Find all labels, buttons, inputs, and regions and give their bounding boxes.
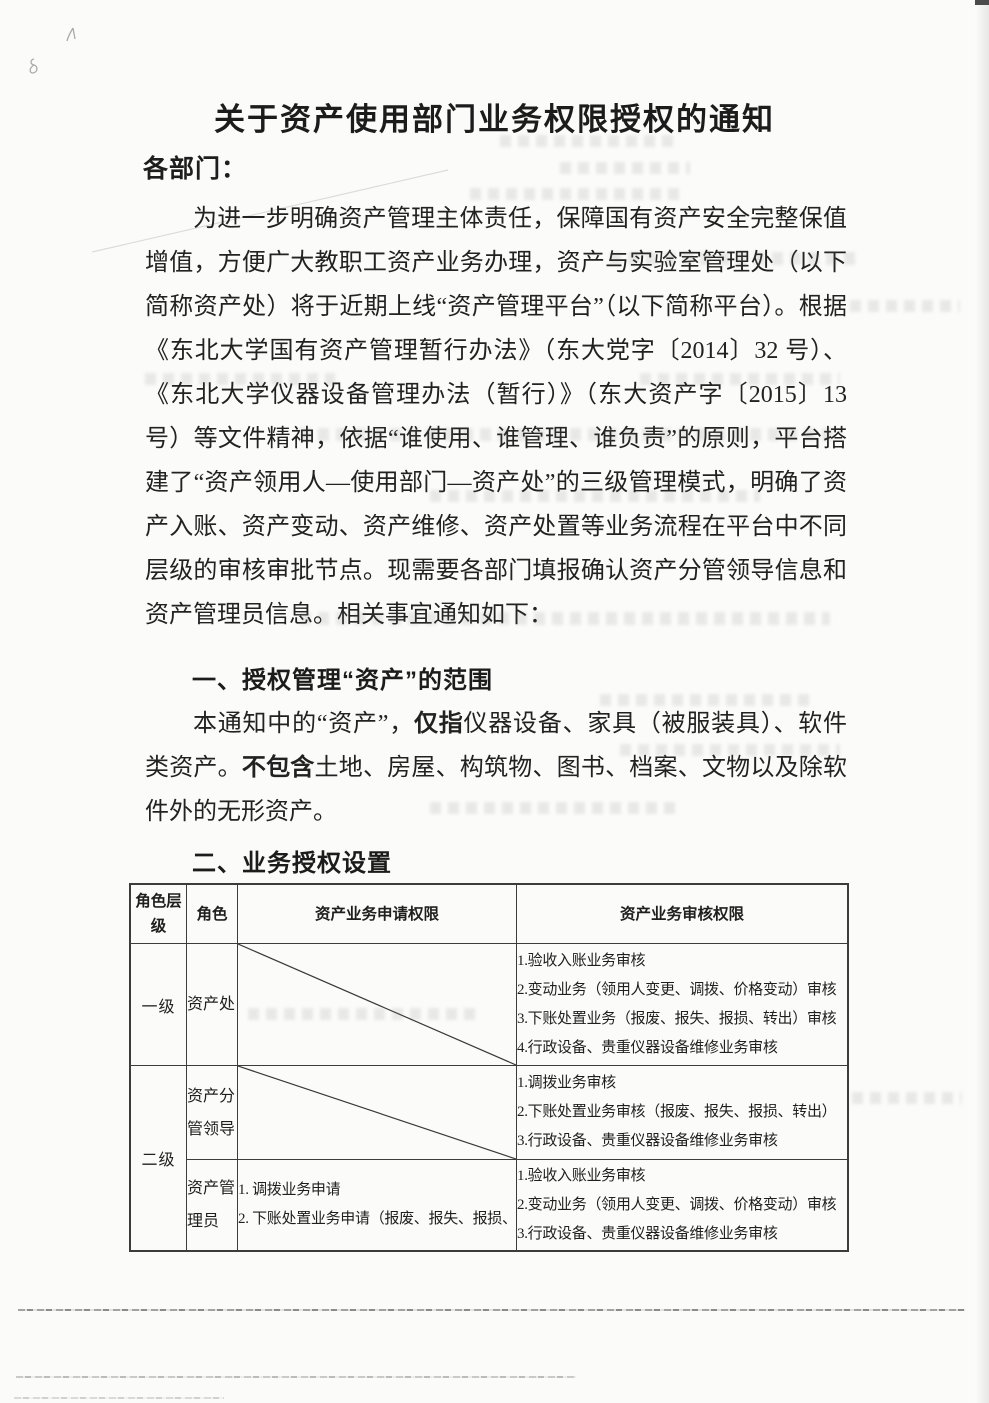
level-cell: 二级: [129, 1065, 187, 1252]
scan-fold-line: [14, 1397, 224, 1399]
scan-artifact: [560, 162, 690, 174]
diagonal-strike-line: [238, 944, 516, 1065]
column-header-review-permission: 资产业务审核权限: [516, 883, 849, 944]
role-cell: 资产处: [186, 943, 238, 1066]
page-title: 关于资产使用部门业务权限授权的通知: [214, 102, 775, 137]
column-header-role-level: 角色层级: [129, 883, 187, 944]
salutation: 各部门：: [143, 155, 248, 183]
level-cell: 一级: [129, 943, 187, 1066]
table-row: 一级 资产处 1.验收入账业务审核 2.变动业务（领用人变更、调拨、价格变动）审核…: [129, 943, 849, 1066]
section2-heading: 二、业务授权设置: [192, 850, 392, 877]
pen-mark-icon: [29, 58, 38, 74]
table-header-row: 角色层级 角色 资产业务申请权限 资产业务审核权限: [129, 883, 849, 944]
intro-paragraph: 为进一步明确资产管理主体责任，保障国有资产安全完整保值增值，方便广大教职工资产业…: [145, 206, 847, 628]
section1-heading: 一、授权管理“资产”的范围: [192, 667, 493, 694]
scan-edge-notch: [975, 0, 989, 5]
scan-artifact: [850, 300, 960, 312]
apply-cell-crossed: [237, 1065, 517, 1160]
review-cell: 1.调拨业务审核 2.下账处置业务审核（报废、报失、报损、转出） 3.行政设备、贵重…: [516, 1065, 849, 1160]
pen-mark-icon: [66, 27, 76, 42]
scan-fold-line: [18, 1309, 965, 1311]
role-cell: 资产管理员: [186, 1159, 238, 1252]
diagonal-strike-line: [238, 1066, 516, 1159]
review-cell: 1.验收入账业务审核 2.变动业务（领用人变更、调拨、价格变动）审核 3.下账处置业…: [516, 943, 849, 1066]
authorization-table: 角色层级 角色 资产业务申请权限 资产业务审核权限 一级 资产处 1.验收入账业…: [129, 883, 849, 1252]
review-cell: 1.验收入账业务审核 2.变动业务（领用人变更、调拨、价格变动）审核 3.行政设备、…: [516, 1159, 849, 1252]
scan-artifact: [852, 1092, 962, 1104]
apply-cell-crossed: [237, 943, 517, 1066]
role-cell: 资产分管领导: [186, 1065, 238, 1160]
scan-edge-shadow: [975, 0, 989, 1403]
section1-paragraph: 本通知中的“资产”，仅指仪器设备、家具（被服装具）、软件类资产。不包含土地、房屋…: [145, 710, 848, 825]
column-header-apply-permission: 资产业务申请权限: [237, 883, 517, 944]
scan-fold-line: [16, 1376, 576, 1378]
table-row: 二级 资产分管领导 1.调拨业务审核 2.下账处置业务审核（报废、报失、报损、转出…: [129, 1065, 849, 1252]
column-header-role: 角色: [186, 883, 238, 944]
